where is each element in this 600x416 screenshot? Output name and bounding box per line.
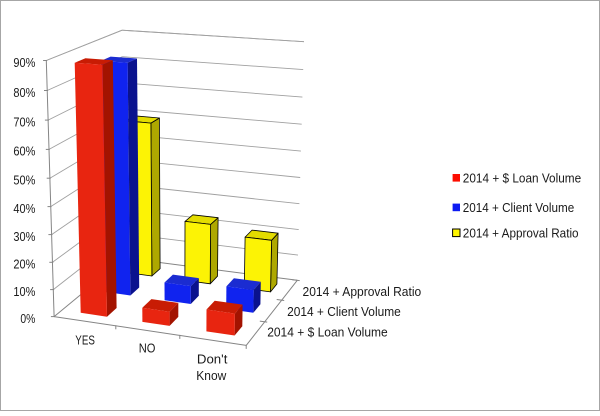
- svg-text:2014 + Client Volume: 2014 + Client Volume: [287, 304, 401, 319]
- svg-text:2014 + $ Loan Volume: 2014 + $ Loan Volume: [463, 171, 581, 186]
- svg-text:40%: 40%: [13, 201, 35, 216]
- svg-text:NO: NO: [139, 341, 156, 356]
- svg-text:80%: 80%: [13, 85, 35, 100]
- svg-text:10%: 10%: [13, 284, 35, 299]
- svg-text:0%: 0%: [20, 311, 35, 326]
- svg-text:Don't: Don't: [197, 351, 228, 366]
- svg-text:YES: YES: [75, 333, 95, 348]
- svg-text:2014 + $ Loan Volume: 2014 + $ Loan Volume: [267, 325, 388, 340]
- svg-text:50%: 50%: [13, 173, 35, 188]
- svg-text:60%: 60%: [13, 144, 35, 159]
- svg-text:90%: 90%: [13, 55, 35, 70]
- svg-text:2014 + Approval Ratio: 2014 + Approval Ratio: [463, 226, 579, 241]
- svg-text:Know: Know: [196, 368, 227, 383]
- svg-text:30%: 30%: [13, 229, 35, 244]
- svg-text:2014 + Approval Ratio: 2014 + Approval Ratio: [303, 284, 422, 299]
- svg-text:70%: 70%: [13, 114, 35, 129]
- svg-text:20%: 20%: [13, 257, 35, 272]
- svg-text:2014 + Client Volume: 2014 + Client Volume: [463, 200, 574, 215]
